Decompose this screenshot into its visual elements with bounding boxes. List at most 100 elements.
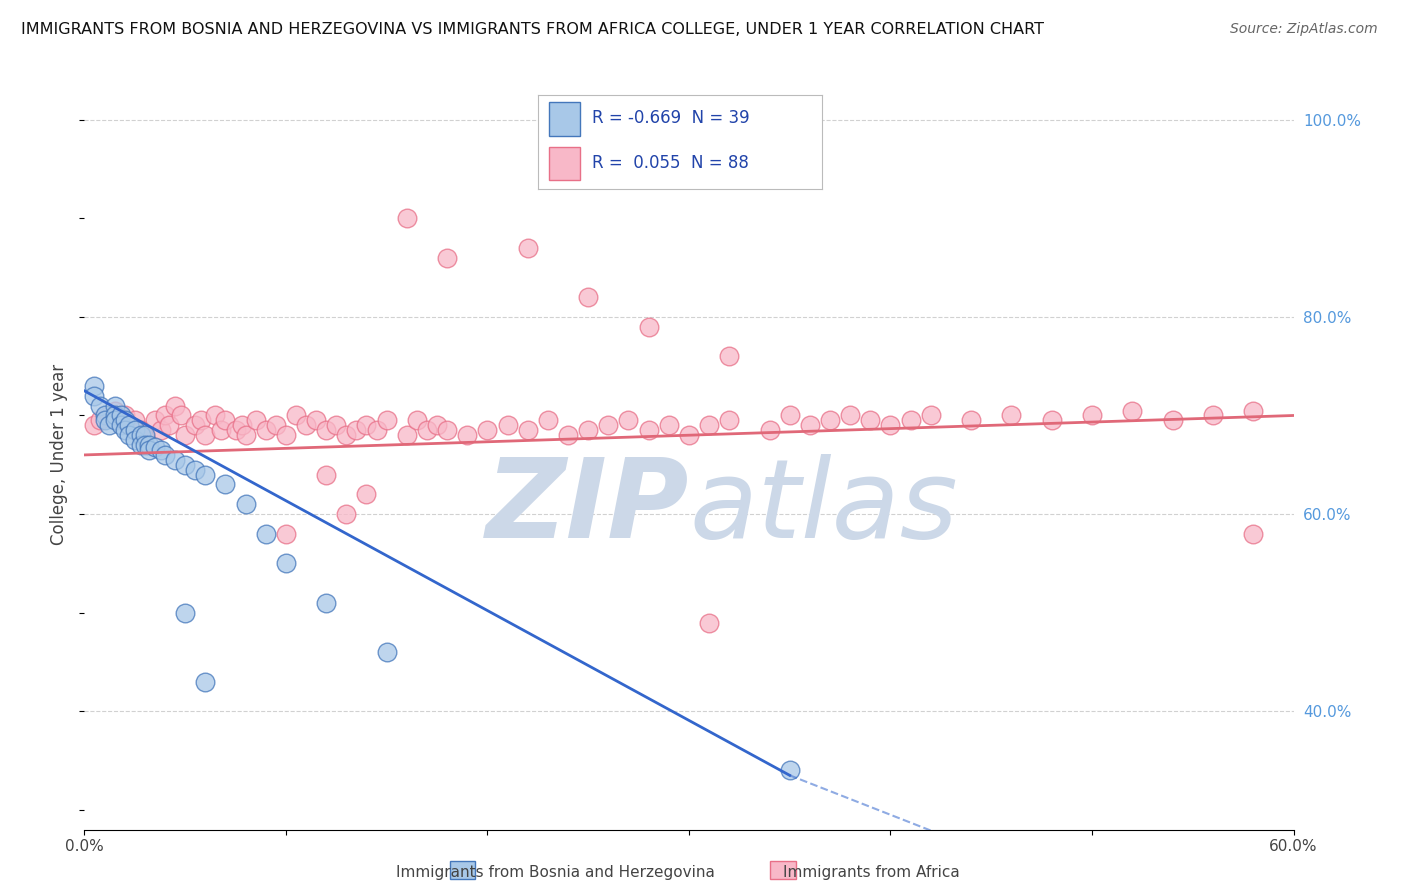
Point — [346, 423, 368, 437]
Point — [274, 428, 297, 442]
Point — [697, 418, 720, 433]
Point — [516, 241, 538, 255]
Point — [104, 413, 127, 427]
Point — [157, 418, 180, 433]
Point — [274, 557, 297, 571]
Point — [118, 418, 141, 433]
Point — [149, 423, 172, 437]
Point — [129, 428, 152, 442]
Point — [129, 423, 152, 437]
Point — [110, 409, 132, 423]
Point — [416, 423, 439, 437]
Point — [231, 418, 253, 433]
Point — [209, 423, 232, 437]
Point — [245, 413, 267, 427]
Text: IMMIGRANTS FROM BOSNIA AND HERZEGOVINA VS IMMIGRANTS FROM AFRICA COLLEGE, UNDER : IMMIGRANTS FROM BOSNIA AND HERZEGOVINA V… — [21, 22, 1045, 37]
Point — [254, 423, 277, 437]
Point — [920, 409, 942, 423]
Point — [295, 418, 318, 433]
Point — [1081, 409, 1104, 423]
Point — [83, 418, 105, 433]
Point — [134, 428, 156, 442]
Point — [496, 418, 519, 433]
Point — [124, 423, 146, 437]
Y-axis label: College, Under 1 year: College, Under 1 year — [51, 364, 69, 546]
Point — [406, 413, 429, 427]
Point — [214, 413, 236, 427]
Point — [184, 418, 207, 433]
Point — [1241, 403, 1264, 417]
Point — [375, 413, 398, 427]
Point — [839, 409, 862, 423]
Point — [118, 418, 141, 433]
Point — [114, 409, 136, 423]
Point — [165, 399, 187, 413]
Point — [678, 428, 700, 442]
Point — [818, 413, 841, 427]
Point — [194, 674, 217, 689]
Point — [89, 413, 111, 427]
Point — [165, 453, 187, 467]
Point — [138, 438, 160, 452]
Point — [235, 497, 257, 511]
Point — [83, 389, 105, 403]
Point — [1202, 409, 1225, 423]
Point — [104, 399, 127, 413]
Bar — [770, 861, 796, 879]
Point — [114, 423, 136, 437]
Point — [617, 413, 640, 427]
Point — [143, 440, 166, 454]
Point — [97, 409, 120, 423]
Point — [153, 448, 176, 462]
Point — [89, 399, 111, 413]
Point — [124, 433, 146, 447]
Text: Immigrants from Africa: Immigrants from Africa — [783, 865, 960, 880]
Point — [1000, 409, 1022, 423]
Point — [395, 211, 418, 226]
Point — [436, 251, 458, 265]
Point — [395, 428, 418, 442]
Point — [83, 379, 105, 393]
Point — [143, 413, 166, 427]
Point — [170, 409, 193, 423]
Point — [779, 764, 801, 778]
Point — [134, 438, 156, 452]
Bar — [450, 861, 475, 879]
Point — [104, 403, 127, 417]
Point — [436, 423, 458, 437]
Point — [194, 467, 217, 482]
Point — [315, 423, 337, 437]
Text: Source: ZipAtlas.com: Source: ZipAtlas.com — [1230, 22, 1378, 37]
Point — [900, 413, 922, 427]
Point — [118, 428, 141, 442]
Point — [576, 290, 599, 304]
Point — [859, 413, 882, 427]
Point — [134, 428, 156, 442]
Point — [758, 423, 780, 437]
Point — [516, 423, 538, 437]
Point — [637, 423, 659, 437]
Point — [225, 423, 247, 437]
Point — [264, 418, 287, 433]
Point — [356, 487, 378, 501]
Point — [960, 413, 983, 427]
Point — [174, 428, 197, 442]
Point — [658, 418, 681, 433]
Point — [110, 418, 132, 433]
Text: ZIP: ZIP — [485, 454, 689, 561]
Point — [477, 423, 499, 437]
Text: Immigrants from Bosnia and Herzegovina: Immigrants from Bosnia and Herzegovina — [396, 865, 714, 880]
Point — [174, 606, 197, 620]
Point — [366, 423, 388, 437]
Point — [93, 409, 115, 423]
Point — [93, 413, 115, 427]
Point — [598, 418, 620, 433]
Text: atlas: atlas — [689, 454, 957, 561]
Point — [129, 438, 152, 452]
Point — [285, 409, 308, 423]
Point — [576, 423, 599, 437]
Point — [174, 458, 197, 472]
Point — [879, 418, 901, 433]
Point — [184, 463, 207, 477]
Point — [1040, 413, 1063, 427]
